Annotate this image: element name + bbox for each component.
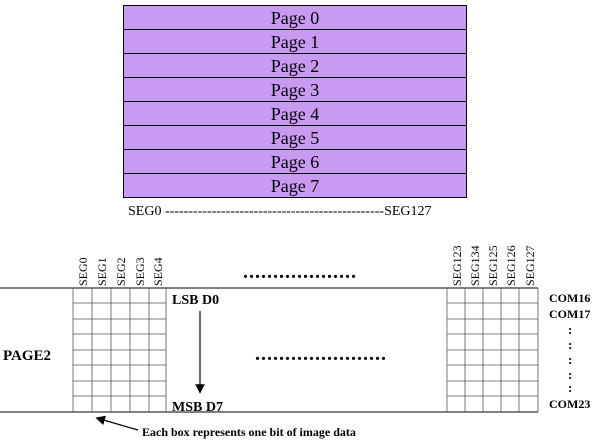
annotation-arrow xyxy=(95,415,139,431)
left-bit-grid xyxy=(72,288,167,412)
segment-label: SEG1 xyxy=(95,257,109,286)
segment-label: SEG3 xyxy=(133,257,147,286)
com-label: : xyxy=(568,380,572,395)
msb-label: MSB D7 xyxy=(172,400,223,415)
page-map: Page 0 Page 1 Page 2 Page 3 Page 4 Page … xyxy=(123,5,467,201)
segment-range-label: SEG0 -----------------------------------… xyxy=(128,204,432,219)
com-label: COM23 xyxy=(549,397,590,411)
page-row: Page 4 xyxy=(123,102,467,126)
page-row: Page 0 xyxy=(123,5,467,30)
lsb-label: LSB D0 xyxy=(172,293,219,308)
segment-label: SEG126 xyxy=(504,245,518,286)
segment-label: SEG125 xyxy=(486,245,500,286)
com-label: COM16 xyxy=(549,291,590,305)
page-row: Page 7 xyxy=(123,174,467,198)
com-label: : xyxy=(568,322,572,337)
com-label: : xyxy=(568,367,572,382)
middle-ellipsis: ...................... xyxy=(255,343,387,365)
segment-label: SEG123 xyxy=(450,245,464,286)
top-ellipsis: ................... xyxy=(243,261,357,283)
page-row: Page 6 xyxy=(123,150,467,174)
segment-label: SEG0 xyxy=(76,257,90,286)
page-label: PAGE2 xyxy=(3,348,51,364)
com-label: : xyxy=(568,337,572,352)
segment-label: SEG2 xyxy=(114,257,128,286)
page-row: Page 2 xyxy=(123,54,467,78)
com-label: COM17 xyxy=(549,307,590,321)
page-row: Page 1 xyxy=(123,30,467,54)
segment-label: SEG127 xyxy=(523,245,537,286)
page-row: Page 5 xyxy=(123,126,467,150)
annotation-text: Each box represents one bit of image dat… xyxy=(142,425,356,439)
segment-label: SEG4 xyxy=(151,257,165,286)
segment-label: SEG134 xyxy=(468,245,482,286)
com-label: : xyxy=(568,352,572,367)
right-bit-grid xyxy=(446,288,539,412)
page-row: Page 3 xyxy=(123,78,467,102)
